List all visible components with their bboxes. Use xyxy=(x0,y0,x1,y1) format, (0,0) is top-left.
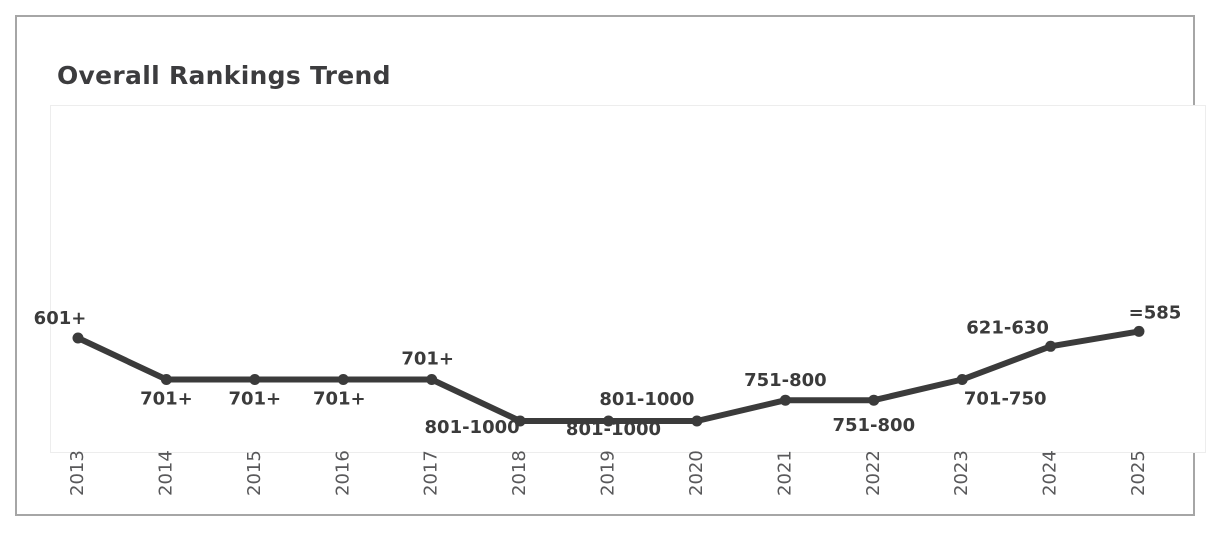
data-label-2025: =585 xyxy=(1129,302,1182,323)
data-label-2020: 801-1000 xyxy=(599,389,694,410)
data-point-2015[interactable] xyxy=(249,374,261,385)
data-label-2024: 621-630 xyxy=(966,317,1049,338)
data-label-2016: 701+ xyxy=(313,389,366,410)
data-label-2021: 751-800 xyxy=(744,370,827,391)
x-tick-2024: 2024 xyxy=(1040,450,1061,496)
plot-area xyxy=(50,105,1206,453)
x-tick-2025: 2025 xyxy=(1128,450,1149,496)
x-tick-2023: 2023 xyxy=(951,450,972,496)
x-tick-2018: 2018 xyxy=(509,450,530,496)
x-tick-2014: 2014 xyxy=(155,450,176,496)
x-tick-2013: 2013 xyxy=(67,450,88,496)
data-point-2018[interactable] xyxy=(514,415,526,427)
data-point-2025[interactable] xyxy=(1133,325,1145,337)
data-label-2022: 751-800 xyxy=(832,415,915,436)
data-point-2017[interactable] xyxy=(426,374,438,385)
x-tick-2017: 2017 xyxy=(421,450,442,496)
data-point-2022[interactable] xyxy=(868,394,880,406)
data-label-2017: 701+ xyxy=(401,349,454,370)
x-tick-2015: 2015 xyxy=(244,450,265,496)
x-tick-2022: 2022 xyxy=(863,450,884,496)
data-point-2019[interactable] xyxy=(603,415,614,427)
rankings-trend-card: Overall Rankings Trend xyxy=(15,15,1206,516)
data-point-2023[interactable] xyxy=(956,374,968,385)
data-point-2020[interactable] xyxy=(691,415,703,427)
data-point-2024[interactable] xyxy=(1045,340,1057,352)
data-point-2013[interactable] xyxy=(72,332,84,344)
data-label-2014: 701+ xyxy=(140,389,193,410)
data-point-2014[interactable] xyxy=(160,374,172,385)
x-tick-2019: 2019 xyxy=(598,450,619,496)
data-label-2019: 801-1000 xyxy=(566,419,661,440)
data-point-2021[interactable] xyxy=(779,394,791,406)
data-point-2016[interactable] xyxy=(337,374,349,385)
data-label-2015: 701+ xyxy=(228,389,281,410)
x-tick-2016: 2016 xyxy=(332,450,353,496)
x-tick-2020: 2020 xyxy=(686,450,707,496)
data-label-2023: 701-750 xyxy=(964,389,1047,410)
data-label-2018: 801-1000 xyxy=(425,417,520,438)
data-label-2013: 601+ xyxy=(34,308,87,329)
chart-title: Overall Rankings Trend xyxy=(57,61,391,90)
x-tick-2021: 2021 xyxy=(774,450,795,496)
